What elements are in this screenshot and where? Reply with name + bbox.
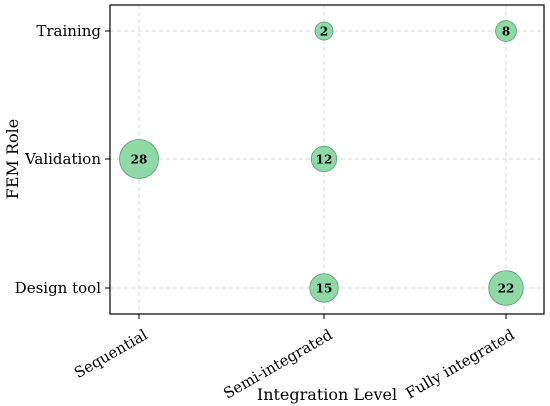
bubble-layer	[119, 20, 524, 306]
data-bubble	[119, 139, 159, 179]
y-tick-label: Design tool	[15, 279, 102, 297]
x-axis-label: Integration Level	[257, 385, 397, 404]
data-bubble	[309, 273, 339, 303]
data-bubble	[310, 145, 338, 173]
x-tick-label: Fully integrated	[403, 325, 518, 402]
x-tick-label: Sequential	[71, 325, 151, 381]
data-bubble	[495, 20, 517, 42]
data-bubble	[314, 21, 334, 41]
bubble-value-label: 28	[131, 153, 148, 167]
bubble-value-label: 15	[316, 282, 333, 296]
bubble-value-label: 12	[316, 153, 333, 167]
bubble-value-label: 2	[320, 25, 328, 39]
tick-layer: Sequential Semi-integrated Fully integrate…	[15, 22, 518, 403]
bubble-value-label: 22	[498, 282, 515, 296]
y-tick-label: Training	[36, 22, 101, 40]
y-axis-label: FEM Role	[3, 119, 22, 200]
data-bubble	[488, 270, 524, 306]
y-tick-label: Validation	[24, 150, 101, 168]
bubble-value-label: 8	[502, 25, 510, 39]
